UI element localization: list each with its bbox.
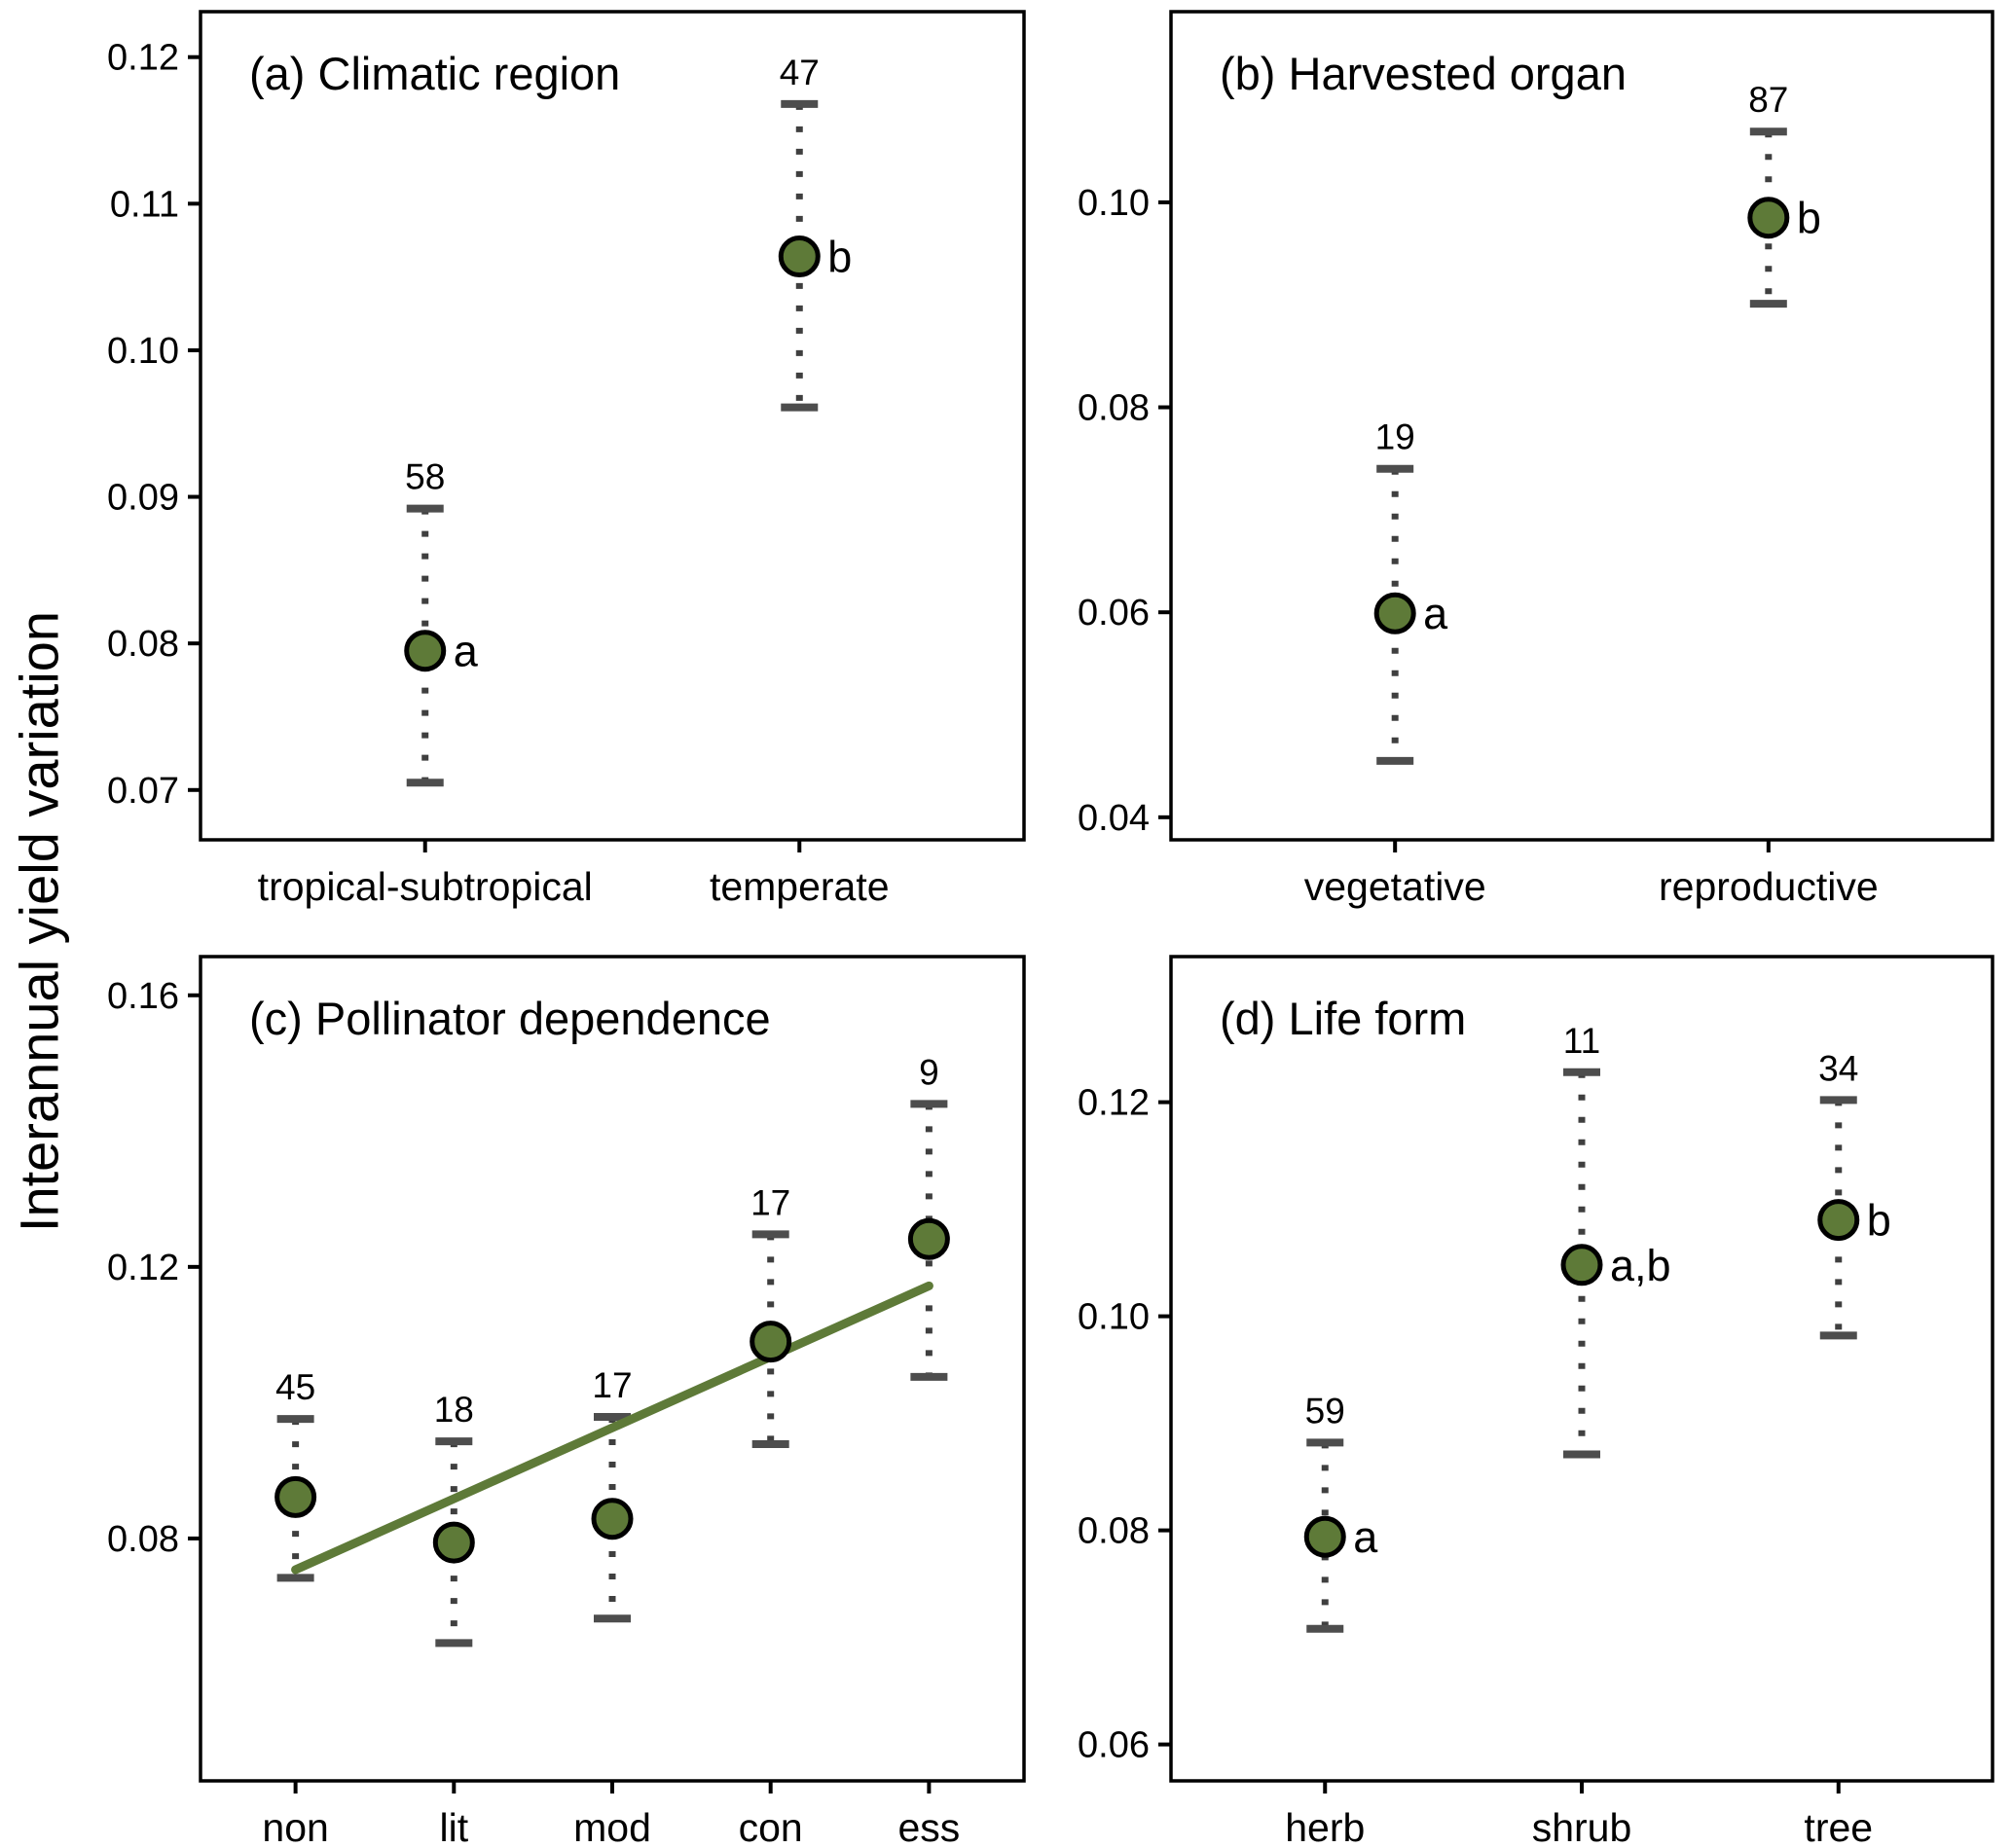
x-category-label: vegetative — [1304, 864, 1486, 909]
mean-point — [591, 1498, 634, 1540]
x-category-label: reproductive — [1659, 864, 1879, 909]
mean-point — [1747, 197, 1790, 239]
y-tick-label: 0.10 — [1078, 183, 1150, 224]
y-axis-title: Interannual yield variation — [8, 610, 70, 1233]
y-tick-label: 0.07 — [107, 771, 179, 812]
panel-title: (d) Life form — [1220, 993, 1466, 1044]
mean-point — [274, 1475, 317, 1518]
panel-frame — [1169, 10, 1994, 842]
x-category-label: mod — [573, 1805, 651, 1843]
sample-size-label: 17 — [592, 1365, 632, 1405]
sample-size-label: 58 — [405, 457, 445, 497]
y-tick-label: 0.09 — [107, 478, 179, 519]
significance-letter: a — [1353, 1512, 1378, 1562]
y-tick-label: 0.08 — [107, 624, 179, 665]
trend-line — [291, 1281, 933, 1575]
y-tick-label: 0.12 — [107, 1248, 179, 1288]
significance-letter: b — [1797, 194, 1821, 243]
mean-point — [432, 1521, 475, 1564]
y-tick-label: 0.08 — [1078, 1511, 1150, 1552]
x-category-label: non — [262, 1805, 328, 1843]
x-category-label: tropical-subtropical — [258, 864, 593, 909]
x-category-label: temperate — [710, 864, 890, 909]
x-category-label: shrub — [1532, 1805, 1632, 1843]
mean-point — [750, 1321, 792, 1363]
mean-point — [404, 630, 447, 672]
significance-letter: a,b — [1610, 1241, 1671, 1290]
significance-letter: a — [1423, 589, 1448, 638]
x-category-label: herb — [1285, 1805, 1365, 1843]
y-tick-label: 0.06 — [1078, 593, 1150, 634]
mean-point — [778, 236, 821, 278]
significance-letter: a — [454, 627, 479, 676]
mean-point — [1373, 592, 1416, 634]
y-tick-label: 0.04 — [1078, 798, 1150, 839]
x-category-label: tree — [1804, 1805, 1873, 1843]
sample-size-label: 34 — [1818, 1048, 1858, 1088]
y-tick-label: 0.10 — [107, 331, 179, 372]
sample-size-label: 17 — [750, 1182, 790, 1222]
y-tick-label: 0.10 — [1078, 1297, 1150, 1338]
sample-size-label: 18 — [434, 1390, 474, 1430]
sample-size-label: 11 — [1563, 1021, 1600, 1061]
mean-point — [1303, 1515, 1346, 1558]
y-tick-label: 0.11 — [110, 184, 179, 225]
x-category-label: ess — [897, 1805, 960, 1843]
y-tick-label: 0.12 — [107, 38, 179, 79]
sample-size-label: 47 — [780, 53, 820, 92]
sample-size-label: 19 — [1375, 417, 1415, 457]
significance-letter: b — [1867, 1196, 1891, 1246]
y-tick-label: 0.06 — [1078, 1725, 1150, 1766]
mean-point — [1560, 1244, 1603, 1286]
sample-size-label: 45 — [275, 1367, 315, 1407]
panel-frame — [199, 10, 1026, 842]
sample-size-label: 87 — [1748, 80, 1788, 120]
y-tick-label: 0.08 — [1078, 388, 1150, 429]
panel-title: (b) Harvested organ — [1220, 48, 1627, 99]
y-tick-label: 0.08 — [107, 1519, 179, 1560]
sample-size-label: 9 — [919, 1052, 939, 1092]
y-tick-label: 0.12 — [1078, 1083, 1150, 1124]
mean-point — [907, 1217, 950, 1260]
y-tick-label: 0.16 — [107, 976, 179, 1017]
x-category-label: con — [739, 1805, 803, 1843]
x-category-label: lit — [440, 1805, 469, 1843]
panel-title: (a) Climatic region — [249, 48, 620, 99]
sample-size-label: 59 — [1305, 1391, 1345, 1431]
panel-title: (c) Pollinator dependence — [249, 993, 771, 1044]
significance-letter: b — [827, 233, 852, 282]
mean-point — [1817, 1199, 1860, 1242]
